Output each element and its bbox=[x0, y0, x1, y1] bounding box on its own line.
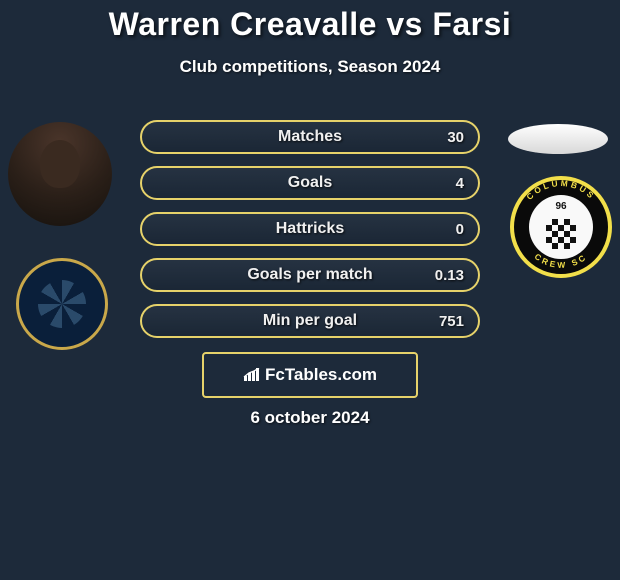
stat-value: 4 bbox=[456, 175, 464, 192]
stat-row-hattricks: Hattricks 0 bbox=[140, 212, 480, 246]
comparison-card: Warren Creavalle vs Farsi Club competiti… bbox=[0, 0, 620, 580]
left-player-photo bbox=[8, 122, 112, 226]
left-club-badge bbox=[16, 258, 108, 350]
subtitle: Club competitions, Season 2024 bbox=[0, 57, 620, 77]
stat-row-matches: Matches 30 bbox=[140, 120, 480, 154]
stat-label: Min per goal bbox=[142, 312, 478, 330]
date-text: 6 october 2024 bbox=[0, 408, 620, 428]
brand-badge: FcTables.com bbox=[202, 352, 418, 398]
stat-row-goals: Goals 4 bbox=[140, 166, 480, 200]
page-title: Warren Creavalle vs Farsi bbox=[0, 0, 620, 43]
brand-text: FcTables.com bbox=[265, 365, 377, 385]
stat-value: 751 bbox=[439, 313, 464, 330]
philadelphia-union-icon bbox=[38, 280, 86, 328]
stats-list: Matches 30 Goals 4 Hattricks 0 Goals per… bbox=[140, 120, 480, 350]
right-club-badge: COLUMBUS CREW SC bbox=[510, 176, 612, 278]
stat-value: 30 bbox=[447, 129, 464, 146]
stat-label: Hattricks bbox=[142, 220, 478, 238]
stat-row-min-per-goal: Min per goal 751 bbox=[140, 304, 480, 338]
stat-value: 0.13 bbox=[435, 267, 464, 284]
columbus-crew-icon bbox=[529, 195, 593, 259]
stat-label: Matches bbox=[142, 128, 478, 146]
stat-value: 0 bbox=[456, 221, 464, 238]
right-player-photo bbox=[508, 124, 608, 154]
stat-label: Goals bbox=[142, 174, 478, 192]
bar-chart-icon bbox=[243, 368, 261, 382]
stat-row-goals-per-match: Goals per match 0.13 bbox=[140, 258, 480, 292]
stat-label: Goals per match bbox=[142, 266, 478, 284]
